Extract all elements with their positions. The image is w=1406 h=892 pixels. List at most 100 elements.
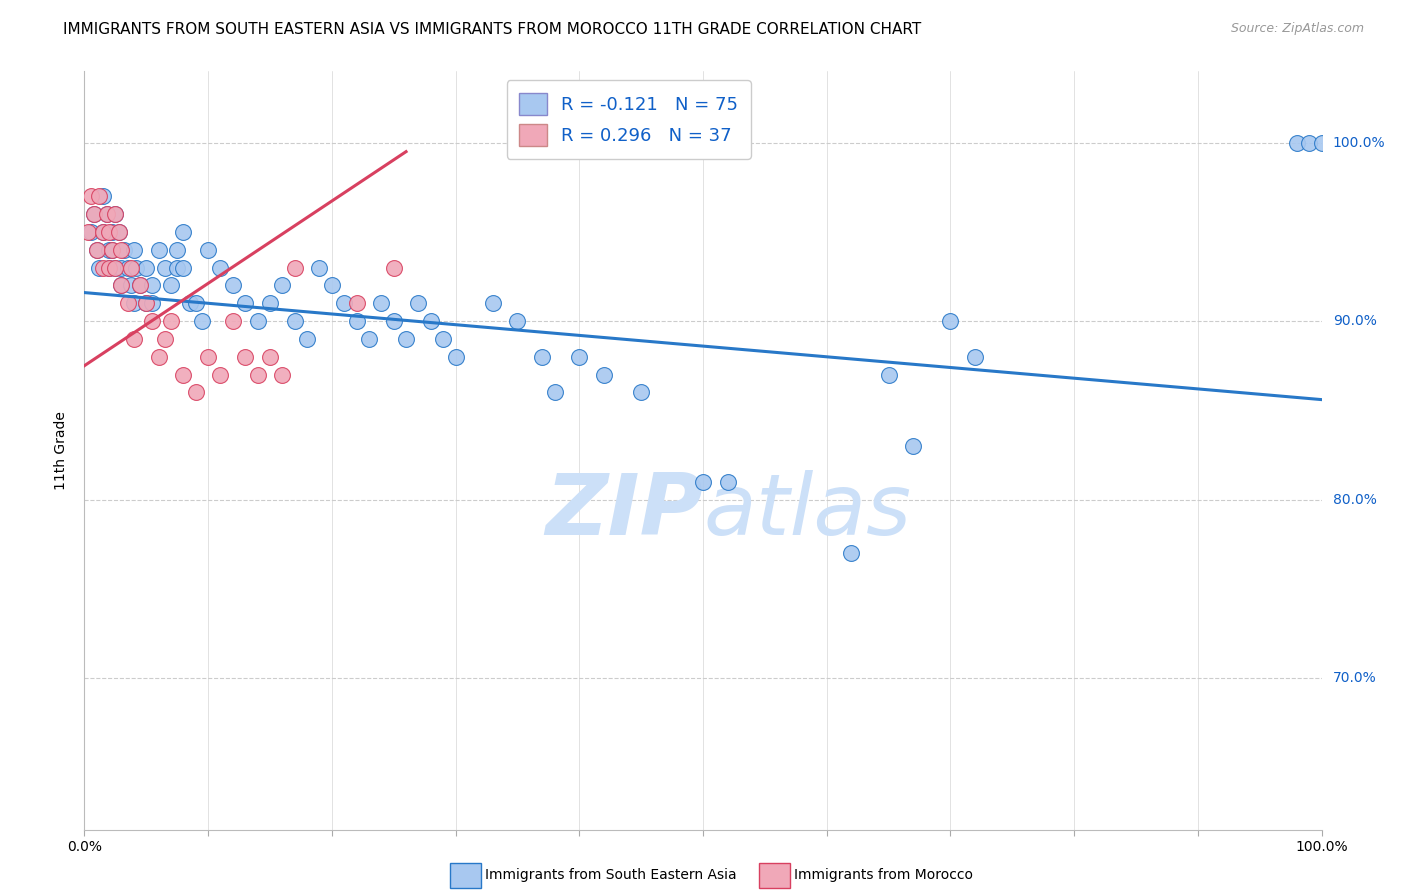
- Point: [939, 314, 962, 328]
- Point: [432, 332, 454, 346]
- Point: [129, 278, 152, 293]
- Point: [197, 243, 219, 257]
- Point: [125, 260, 148, 275]
- Point: [172, 260, 194, 275]
- Point: [259, 296, 281, 310]
- Point: [271, 368, 294, 382]
- Point: [408, 296, 430, 310]
- Point: [135, 296, 157, 310]
- Point: [104, 260, 127, 275]
- Point: [129, 278, 152, 293]
- Text: Source: ZipAtlas.com: Source: ZipAtlas.com: [1230, 22, 1364, 36]
- Point: [172, 225, 194, 239]
- Point: [692, 475, 714, 489]
- Point: [1298, 136, 1320, 150]
- Point: [104, 207, 127, 221]
- Point: [568, 350, 591, 364]
- Point: [965, 350, 987, 364]
- Point: [1285, 136, 1308, 150]
- Point: [112, 243, 135, 257]
- Point: [86, 243, 108, 257]
- Point: [122, 296, 145, 310]
- Point: [83, 207, 105, 221]
- Point: [444, 350, 467, 364]
- Point: [91, 225, 114, 239]
- Point: [1310, 136, 1333, 150]
- Point: [104, 207, 127, 221]
- Point: [83, 207, 105, 221]
- Point: [543, 385, 565, 400]
- Point: [77, 225, 100, 239]
- Point: [141, 296, 163, 310]
- Point: [506, 314, 529, 328]
- Point: [135, 260, 157, 275]
- Text: Immigrants from Morocco: Immigrants from Morocco: [794, 868, 973, 882]
- Point: [630, 385, 652, 400]
- Point: [148, 350, 170, 364]
- Point: [184, 296, 207, 310]
- Point: [120, 278, 142, 293]
- Point: [395, 332, 418, 346]
- Point: [284, 260, 307, 275]
- Point: [141, 314, 163, 328]
- Point: [91, 189, 114, 203]
- Point: [89, 260, 111, 275]
- Point: [98, 260, 121, 275]
- Point: [222, 314, 245, 328]
- Point: [877, 368, 900, 382]
- Point: [117, 296, 139, 310]
- Point: [903, 439, 925, 453]
- Point: [110, 278, 132, 293]
- Point: [184, 385, 207, 400]
- Point: [110, 243, 132, 257]
- Point: [96, 207, 118, 221]
- Point: [120, 260, 142, 275]
- Point: [100, 243, 122, 257]
- Text: 80.0%: 80.0%: [1333, 492, 1376, 507]
- Point: [233, 296, 256, 310]
- Point: [91, 225, 114, 239]
- Point: [197, 350, 219, 364]
- Text: Immigrants from South Eastern Asia: Immigrants from South Eastern Asia: [485, 868, 737, 882]
- Point: [153, 260, 176, 275]
- Point: [246, 368, 269, 382]
- Point: [148, 243, 170, 257]
- Point: [160, 278, 183, 293]
- Point: [153, 332, 176, 346]
- Point: [333, 296, 356, 310]
- Point: [96, 207, 118, 221]
- Text: 100.0%: 100.0%: [1333, 136, 1385, 150]
- Point: [86, 243, 108, 257]
- Point: [481, 296, 503, 310]
- Text: 70.0%: 70.0%: [1333, 671, 1376, 685]
- Point: [179, 296, 201, 310]
- Y-axis label: 11th Grade: 11th Grade: [55, 411, 69, 490]
- Point: [259, 350, 281, 364]
- Point: [98, 243, 121, 257]
- Point: [98, 260, 121, 275]
- Point: [135, 296, 157, 310]
- Point: [209, 260, 232, 275]
- Point: [108, 225, 131, 239]
- Point: [108, 225, 131, 239]
- Text: IMMIGRANTS FROM SOUTH EASTERN ASIA VS IMMIGRANTS FROM MOROCCO 11TH GRADE CORRELA: IMMIGRANTS FROM SOUTH EASTERN ASIA VS IM…: [63, 22, 921, 37]
- Point: [382, 314, 405, 328]
- Point: [98, 225, 121, 239]
- Point: [346, 314, 368, 328]
- Point: [346, 296, 368, 310]
- Text: ZIP: ZIP: [546, 469, 703, 553]
- Point: [100, 225, 122, 239]
- Point: [110, 260, 132, 275]
- Point: [166, 260, 188, 275]
- Point: [79, 189, 101, 203]
- Point: [100, 243, 122, 257]
- Point: [191, 314, 214, 328]
- Point: [233, 350, 256, 364]
- Point: [222, 278, 245, 293]
- Point: [89, 189, 111, 203]
- Point: [717, 475, 740, 489]
- Point: [172, 368, 194, 382]
- Point: [209, 368, 232, 382]
- Point: [166, 243, 188, 257]
- Point: [321, 278, 343, 293]
